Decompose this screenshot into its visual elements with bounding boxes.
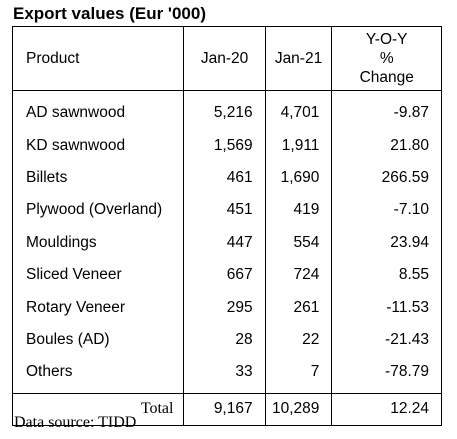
table-row: Rotary Veneer 295 261 -11.53 <box>11 291 442 324</box>
product-cell: Boules (AD) <box>26 330 110 348</box>
yoy-cell: -11.53 <box>386 298 429 316</box>
jan20-cell: 447 <box>226 233 253 251</box>
jan21-cell: 419 <box>293 201 320 219</box>
product-cell: Mouldings <box>26 233 97 251</box>
header-yoy-change: Y-O-Y % Change <box>331 26 442 91</box>
table-row: AD sawnwood 5,216 4,701 -9.87 <box>11 90 442 130</box>
total-jan20: 9,167 <box>213 400 253 418</box>
jan20-cell: 28 <box>235 330 253 348</box>
jan20-cell: 33 <box>235 363 253 381</box>
yoy-cell: 8.55 <box>398 266 429 284</box>
jan20-cell: 5,216 <box>213 104 253 122</box>
table-row: Plywood (Overland) 451 419 -7.10 <box>11 194 442 227</box>
jan21-cell: 554 <box>293 233 320 251</box>
jan21-cell: 1,911 <box>281 136 320 154</box>
yoy-cell: 21.80 <box>390 136 429 154</box>
yoy-cell: 23.94 <box>390 233 429 251</box>
total-row: Total 9,167 10,289 12.24 <box>11 392 442 426</box>
jan20-cell: 461 <box>226 168 253 186</box>
product-cell: Plywood (Overland) <box>26 201 163 219</box>
export-values-table: Product Jan-20 Jan-21 Y-O-Y % Change AD … <box>11 26 442 426</box>
yoy-cell: 266.59 <box>381 168 429 186</box>
product-cell: Others <box>26 363 73 381</box>
jan21-cell: 7 <box>310 363 320 381</box>
product-cell: KD sawnwood <box>26 136 126 154</box>
header-row: Product Jan-20 Jan-21 Y-O-Y % Change <box>11 26 442 91</box>
jan20-cell: 451 <box>226 201 253 219</box>
table-row: Others 33 7 -78.79 <box>11 356 442 394</box>
table-row: Billets 461 1,690 266.59 <box>11 161 442 195</box>
product-cell: Sliced Veneer <box>26 266 122 284</box>
jan20-cell: 1,569 <box>213 136 253 154</box>
header-jan21: Jan-21 <box>264 26 333 91</box>
yoy-cell: -78.79 <box>385 363 429 381</box>
yoy-cell: -9.87 <box>393 104 429 122</box>
data-source-note: Data source: TIDD <box>14 414 137 431</box>
product-cell: AD sawnwood <box>26 104 126 122</box>
table-row: Mouldings 447 554 23.94 <box>11 226 442 259</box>
total-label: Total <box>140 400 174 418</box>
product-cell: Rotary Veneer <box>26 298 126 316</box>
yoy-cell: -7.10 <box>393 201 429 219</box>
jan21-cell: 22 <box>302 330 320 348</box>
table-row: KD sawnwood 1,569 1,911 21.80 <box>11 129 442 162</box>
jan21-cell: 261 <box>293 298 320 316</box>
product-cell: Billets <box>26 168 68 186</box>
header-jan20: Jan-20 <box>183 26 266 91</box>
jan20-cell: 295 <box>226 298 253 316</box>
total-yoy: 12.24 <box>390 400 429 418</box>
jan20-cell: 667 <box>226 266 253 284</box>
jan21-cell: 4,701 <box>280 104 320 122</box>
jan21-cell: 1,690 <box>280 168 320 186</box>
jan21-cell: 724 <box>293 266 320 284</box>
table-title: Export values (Eur '000) <box>13 4 207 23</box>
total-jan21: 10,289 <box>272 400 320 418</box>
yoy-cell: -21.43 <box>385 330 429 348</box>
table-row: Sliced Veneer 667 724 8.55 <box>11 258 442 292</box>
header-product: Product <box>11 26 185 91</box>
table-row: Boules (AD) 28 22 -21.43 <box>11 323 442 357</box>
